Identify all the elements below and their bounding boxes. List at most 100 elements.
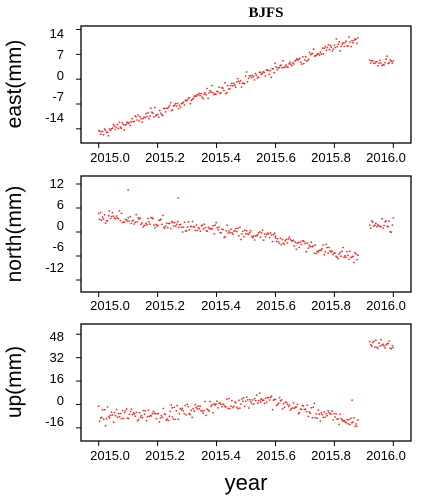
data-point bbox=[294, 241, 297, 244]
data-point bbox=[390, 231, 393, 234]
data-point bbox=[138, 411, 141, 414]
data-point bbox=[342, 246, 344, 249]
data-point bbox=[240, 238, 242, 241]
y-tick-label: -12 bbox=[45, 260, 64, 275]
data-point bbox=[155, 417, 158, 420]
data-point bbox=[282, 242, 285, 245]
data-point bbox=[308, 51, 311, 54]
data-point bbox=[295, 59, 297, 62]
data-point bbox=[141, 222, 144, 224]
plot-frame-north bbox=[80, 175, 412, 293]
data-point bbox=[180, 408, 183, 411]
data-point bbox=[377, 223, 379, 226]
data-point bbox=[388, 220, 391, 223]
data-point bbox=[391, 224, 394, 227]
data-point bbox=[204, 226, 207, 229]
data-point bbox=[329, 44, 332, 47]
data-point bbox=[222, 228, 225, 231]
data-point bbox=[205, 94, 208, 96]
data-point bbox=[147, 409, 150, 412]
y-tick-label: -6 bbox=[52, 239, 64, 254]
data-point bbox=[245, 71, 248, 73]
data-point bbox=[194, 229, 197, 232]
data-point bbox=[307, 415, 310, 418]
data-point bbox=[112, 421, 115, 423]
data-point bbox=[109, 217, 112, 220]
data-point bbox=[251, 399, 254, 401]
data-point bbox=[341, 418, 343, 421]
data-point bbox=[295, 248, 298, 251]
data-point bbox=[213, 402, 216, 405]
data-point bbox=[157, 412, 160, 415]
data-point bbox=[185, 230, 188, 232]
plot-frame-east bbox=[80, 25, 412, 144]
data-point bbox=[271, 240, 274, 243]
data-point bbox=[264, 397, 267, 400]
data-point bbox=[326, 246, 329, 249]
data-point bbox=[332, 419, 335, 421]
data-point bbox=[267, 69, 270, 72]
data-point bbox=[130, 222, 133, 225]
data-point bbox=[357, 419, 359, 421]
data-point bbox=[100, 416, 103, 419]
data-point bbox=[317, 251, 320, 254]
data-point bbox=[204, 91, 207, 94]
data-point bbox=[344, 42, 346, 44]
x-tick-label: 2015.6 bbox=[256, 298, 296, 313]
data-point bbox=[311, 52, 314, 55]
data-point bbox=[280, 64, 282, 66]
data-point bbox=[390, 60, 393, 63]
data-point bbox=[154, 106, 156, 109]
data-point bbox=[244, 233, 247, 235]
data-point bbox=[133, 412, 136, 415]
data-point bbox=[141, 121, 144, 124]
data-point bbox=[203, 93, 206, 96]
data-point bbox=[258, 231, 261, 233]
data-point bbox=[357, 254, 359, 257]
data-point bbox=[125, 123, 128, 126]
data-point bbox=[133, 223, 136, 225]
data-point bbox=[173, 221, 176, 224]
data-point bbox=[159, 417, 162, 419]
x-tick-label: 2015.6 bbox=[256, 448, 296, 463]
data-point bbox=[179, 223, 182, 226]
data-point bbox=[180, 226, 183, 229]
data-point bbox=[252, 403, 255, 406]
data-point bbox=[215, 93, 217, 96]
y-tick-label: 0 bbox=[57, 68, 64, 83]
y-tick-label: 0 bbox=[57, 218, 64, 233]
data-point bbox=[295, 57, 298, 60]
data-point bbox=[219, 401, 221, 404]
data-point bbox=[239, 407, 241, 409]
data-point bbox=[164, 413, 167, 416]
data-point bbox=[239, 79, 242, 82]
data-point bbox=[306, 59, 309, 62]
data-point bbox=[226, 398, 228, 400]
data-point bbox=[327, 44, 330, 46]
data-point bbox=[380, 225, 382, 228]
data-point bbox=[193, 95, 196, 98]
y-tick-label: 48 bbox=[50, 329, 64, 344]
data-point bbox=[199, 405, 202, 407]
data-point bbox=[149, 223, 151, 226]
data-point bbox=[345, 421, 347, 424]
data-point bbox=[136, 420, 139, 422]
data-point bbox=[282, 402, 285, 405]
data-point bbox=[352, 421, 354, 423]
data-point bbox=[212, 91, 214, 94]
data-point bbox=[325, 243, 328, 246]
data-point bbox=[378, 62, 380, 64]
data-point bbox=[241, 233, 243, 235]
data-point bbox=[320, 412, 323, 414]
data-point bbox=[181, 407, 184, 410]
data-point bbox=[160, 414, 163, 417]
data-point bbox=[137, 114, 140, 116]
data-point bbox=[142, 117, 144, 120]
data-point bbox=[356, 258, 358, 261]
data-point bbox=[290, 63, 292, 66]
data-point bbox=[267, 396, 270, 399]
data-point bbox=[242, 230, 244, 233]
data-point bbox=[242, 396, 245, 399]
data-point bbox=[318, 54, 321, 56]
data-point bbox=[128, 121, 131, 124]
